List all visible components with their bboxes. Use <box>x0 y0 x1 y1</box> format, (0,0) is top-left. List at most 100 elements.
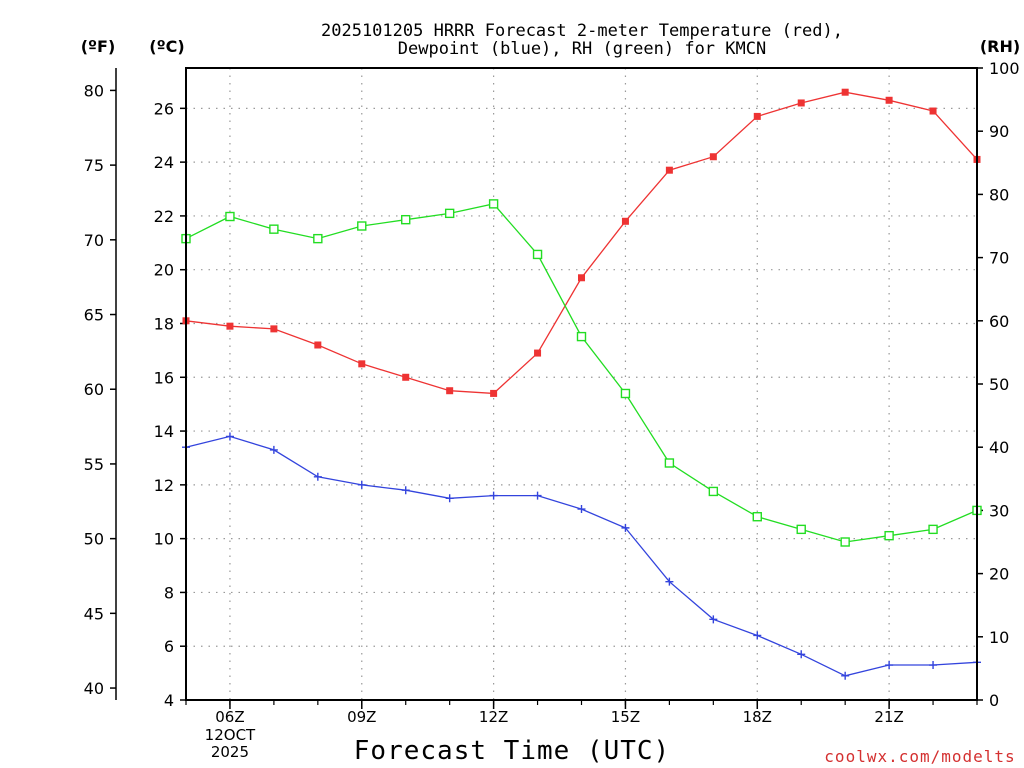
rh-point <box>225 211 235 222</box>
rh-tick-label: 80 <box>989 185 1009 204</box>
rh-line <box>185 203 978 543</box>
celsius-tick-label: 22 <box>154 207 174 226</box>
chart-title-line-1: 2025101205 HRRR Forecast 2-meter Tempera… <box>321 21 843 41</box>
dewpoint-point <box>797 650 806 659</box>
dewpoint-point <box>225 432 234 441</box>
temperature-point <box>402 373 410 381</box>
data-series <box>181 88 982 680</box>
dewpoint-point <box>401 486 410 495</box>
temperature-point <box>621 217 629 225</box>
celsius-tick-label: 6 <box>164 637 174 656</box>
dewpoint-point <box>313 472 322 481</box>
dewpoint-series <box>182 432 981 680</box>
rh-tick-label: 60 <box>989 312 1009 331</box>
credit-text: coolwx.com/modelts <box>824 747 1015 766</box>
celsius-tick-label: 4 <box>164 691 174 710</box>
dewpoint-point <box>841 671 850 680</box>
fahrenheit-tick-label: 40 <box>84 679 104 698</box>
fahrenheit-tick-label: 70 <box>84 231 104 250</box>
temperature-point <box>709 153 717 161</box>
rh-point <box>840 537 850 547</box>
rh-point <box>664 458 675 468</box>
celsius-tick-label: 10 <box>154 530 174 549</box>
rh-point <box>269 224 279 234</box>
rh-point <box>620 388 631 399</box>
dewpoint-point <box>621 523 630 532</box>
celsius-tick-label: 18 <box>154 314 174 333</box>
axes: 40 45 50 55 60 65 70 75 80 4 6 8 10 12 14 16 18 20 22 24 26 0… <box>84 59 1020 761</box>
fahrenheit-tick-label: 80 <box>84 81 104 100</box>
x-tick-sublabel: 12OCT <box>205 726 256 744</box>
x-tick-sublabel: 2025 <box>211 743 249 761</box>
celsius-tick-label: 26 <box>154 99 174 118</box>
temperature-point <box>534 349 542 357</box>
rh-tick-label: 50 <box>989 375 1009 394</box>
gridlines <box>186 68 977 700</box>
x-tick-label: 18Z <box>743 708 772 726</box>
rh-tick-label: 20 <box>989 565 1009 584</box>
plot-frame <box>185 67 978 701</box>
celsius-tick-label: 24 <box>154 153 174 172</box>
fahrenheit-tick-label: 50 <box>84 530 104 549</box>
rh-tick-label: 0 <box>989 691 999 710</box>
temperature-point <box>358 360 366 368</box>
x-axis-label: Forecast Time (UTC) <box>354 736 670 766</box>
fahrenheit-tick-label: 75 <box>84 156 104 175</box>
celsius-unit-label: (ºC) <box>149 37 184 56</box>
fahrenheit-unit-label: (ºF) <box>81 37 116 56</box>
fahrenheit-tick-label: 65 <box>84 306 104 325</box>
rh-point <box>488 199 499 209</box>
rh-tick-label: 10 <box>989 628 1009 647</box>
rh-series <box>181 199 982 547</box>
x-tick-label: 15Z <box>611 708 640 726</box>
dewpoint-point <box>489 491 498 500</box>
temperature-point <box>578 274 585 282</box>
rh-point <box>708 486 719 497</box>
rh-tick-label: 90 <box>989 122 1009 141</box>
temperature-series <box>182 88 981 397</box>
temperature-point <box>841 88 849 96</box>
celsius-tick-label: 20 <box>154 261 174 280</box>
x-tick-label: 12Z <box>479 708 508 726</box>
dewpoint-point <box>445 494 454 503</box>
rh-point <box>444 208 455 219</box>
rh-point <box>752 512 762 522</box>
temperature-point <box>753 112 761 120</box>
dewpoint-line <box>185 435 978 677</box>
rh-point <box>401 214 411 225</box>
x-tick-label: 21Z <box>874 708 903 726</box>
rh-tick-label: 40 <box>989 438 1009 457</box>
rh-point <box>532 249 543 260</box>
rh-point <box>357 221 367 231</box>
temperature-point <box>665 166 673 174</box>
dewpoint-point <box>709 615 718 624</box>
dewpoint-point <box>929 661 938 670</box>
temperature-point <box>885 96 893 104</box>
dewpoint-point <box>753 631 762 640</box>
fahrenheit-tick-label: 60 <box>84 380 104 399</box>
temperature-point <box>797 99 805 107</box>
celsius-tick-label: 14 <box>154 422 174 441</box>
fahrenheit-tick-label: 45 <box>84 604 104 623</box>
rh-tick-label: 30 <box>989 501 1009 520</box>
rh-point <box>576 331 587 342</box>
rh-unit-label: (RH) <box>980 37 1020 56</box>
rh-point <box>796 524 806 535</box>
rh-tick-label: 70 <box>989 249 1009 268</box>
celsius-tick-label: 16 <box>154 368 174 387</box>
temperature-point <box>270 325 278 333</box>
rh-point <box>928 524 938 535</box>
temperature-point <box>929 107 937 115</box>
x-tick-label: 09Z <box>347 708 376 726</box>
temperature-point <box>446 387 454 395</box>
fahrenheit-tick-label: 55 <box>84 455 104 474</box>
dewpoint-point <box>665 577 674 586</box>
celsius-tick-label: 12 <box>154 476 174 495</box>
temperature-point <box>490 389 498 397</box>
celsius-tick-label: 8 <box>164 583 174 602</box>
dewpoint-point <box>533 491 542 500</box>
dewpoint-point <box>269 445 278 454</box>
dewpoint-point <box>577 505 586 514</box>
dewpoint-point <box>885 661 894 670</box>
